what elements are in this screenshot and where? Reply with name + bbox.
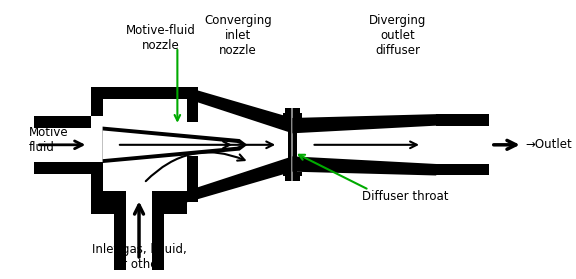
Text: Diffuser throat: Diffuser throat bbox=[362, 190, 449, 203]
Bar bbox=[187, 156, 199, 202]
Polygon shape bbox=[187, 87, 293, 133]
Text: →Outlet: →Outlet bbox=[525, 138, 572, 151]
Bar bbox=[33, 116, 91, 128]
Bar bbox=[91, 202, 114, 214]
Bar bbox=[153, 191, 187, 202]
Text: Inlet gas, liquid,
or other: Inlet gas, liquid, or other bbox=[92, 243, 187, 271]
Bar bbox=[33, 162, 91, 174]
Bar bbox=[436, 114, 489, 126]
Bar bbox=[291, 108, 293, 181]
Bar bbox=[114, 202, 126, 270]
Bar bbox=[285, 176, 300, 181]
Bar bbox=[91, 191, 126, 202]
Text: Motive
fluid: Motive fluid bbox=[29, 126, 69, 154]
Bar bbox=[285, 108, 300, 113]
Bar bbox=[91, 87, 187, 99]
Polygon shape bbox=[293, 114, 436, 133]
Bar bbox=[164, 202, 187, 214]
Bar bbox=[91, 162, 103, 202]
Text: Motive-fluid
nozzle: Motive-fluid nozzle bbox=[126, 24, 196, 52]
Polygon shape bbox=[187, 156, 293, 202]
FancyArrowPatch shape bbox=[146, 152, 245, 181]
Text: Converging
inlet
nozzle: Converging inlet nozzle bbox=[204, 15, 272, 57]
Bar bbox=[287, 118, 297, 172]
Text: Diverging
outlet
diffuser: Diverging outlet diffuser bbox=[369, 15, 427, 57]
Bar bbox=[291, 110, 293, 179]
Bar bbox=[283, 113, 302, 118]
Polygon shape bbox=[103, 131, 242, 159]
Bar bbox=[291, 118, 293, 172]
Polygon shape bbox=[103, 127, 247, 163]
Bar bbox=[283, 172, 302, 176]
Bar bbox=[91, 87, 103, 116]
Bar bbox=[436, 164, 489, 175]
Bar bbox=[187, 87, 199, 122]
Polygon shape bbox=[293, 156, 436, 175]
Bar bbox=[153, 202, 164, 270]
